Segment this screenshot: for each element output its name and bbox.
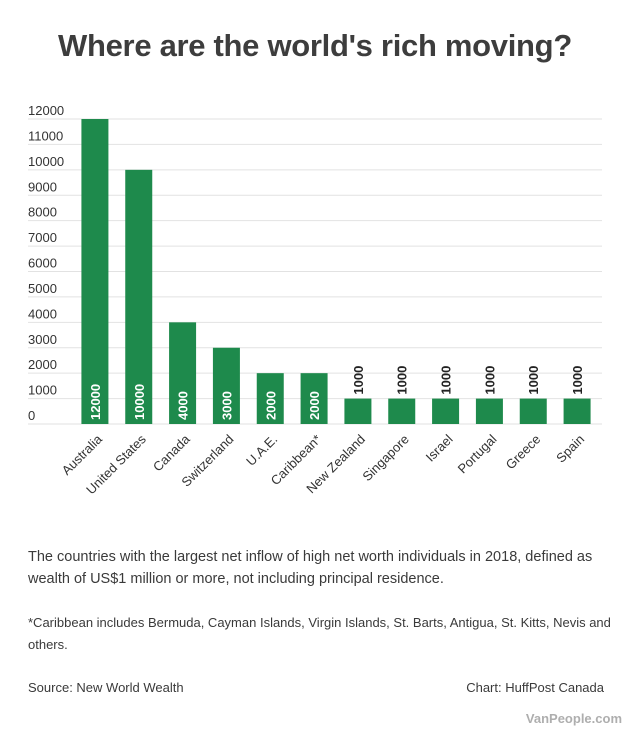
- x-tick-label: U.A.E.: [243, 432, 280, 469]
- y-tick-label: 0: [28, 408, 35, 423]
- bar: [432, 398, 460, 424]
- watermark-logo: VanPeople.com: [525, 711, 622, 726]
- x-tick-label: Singapore: [359, 432, 412, 485]
- bar: [81, 119, 109, 424]
- y-tick-label: 3000: [28, 332, 57, 347]
- x-tick-label: Portugal: [455, 431, 500, 476]
- y-tick-label: 10000: [28, 154, 64, 169]
- x-tick-label: Spain: [553, 432, 587, 466]
- data-label: 12000: [88, 384, 103, 420]
- bar: [125, 169, 153, 424]
- y-tick-label: 5000: [28, 281, 57, 296]
- y-tick-label: 1000: [28, 383, 57, 398]
- x-tick-label: Israel: [423, 431, 456, 464]
- bar: [256, 373, 284, 424]
- bar-chart: 0 1000 2000 3000 4000 5000 6000 7000 8000 9000 100…: [28, 103, 602, 497]
- y-tick-label: 2000: [28, 357, 57, 372]
- chart-caption: The countries with the largest net inflo…: [28, 549, 593, 587]
- y-tick-label: 4000: [28, 306, 57, 321]
- data-label: 2000: [307, 391, 322, 420]
- data-label: 2000: [263, 391, 278, 420]
- chart-credit: Chart: HuffPost Canada: [466, 680, 604, 695]
- y-tick-label: 6000: [28, 256, 57, 271]
- bar: [388, 398, 416, 424]
- bar: [475, 398, 503, 424]
- x-tick-label: Canada: [150, 431, 193, 474]
- data-label: 1000: [439, 366, 454, 395]
- bar: [300, 373, 328, 424]
- bar: [344, 398, 372, 424]
- y-tick-label: 12000: [28, 103, 64, 118]
- caribbean-footnote: *Caribbean includes Bermuda, Cayman Isla…: [28, 615, 611, 652]
- source-note: Source: New World Wealth: [28, 680, 184, 695]
- y-tick-label: 11000: [28, 128, 63, 143]
- data-label: 1000: [395, 366, 410, 395]
- data-label: 3000: [219, 391, 234, 420]
- y-tick-label: 8000: [28, 205, 57, 220]
- x-tick-label: Greece: [503, 432, 544, 473]
- bar: [169, 322, 197, 424]
- y-tick-label: 9000: [28, 179, 57, 194]
- data-label: 1000: [482, 366, 497, 395]
- data-label: 1000: [351, 366, 366, 395]
- data-label: 1000: [570, 366, 585, 395]
- bar: [563, 398, 591, 424]
- data-label: 1000: [526, 366, 541, 395]
- bar: [519, 398, 547, 424]
- data-label: 4000: [176, 391, 191, 420]
- chart-title: Where are the world's rich moving?: [58, 28, 572, 63]
- bar: [212, 347, 240, 424]
- y-tick-label: 7000: [28, 230, 57, 245]
- data-label: 10000: [132, 384, 147, 420]
